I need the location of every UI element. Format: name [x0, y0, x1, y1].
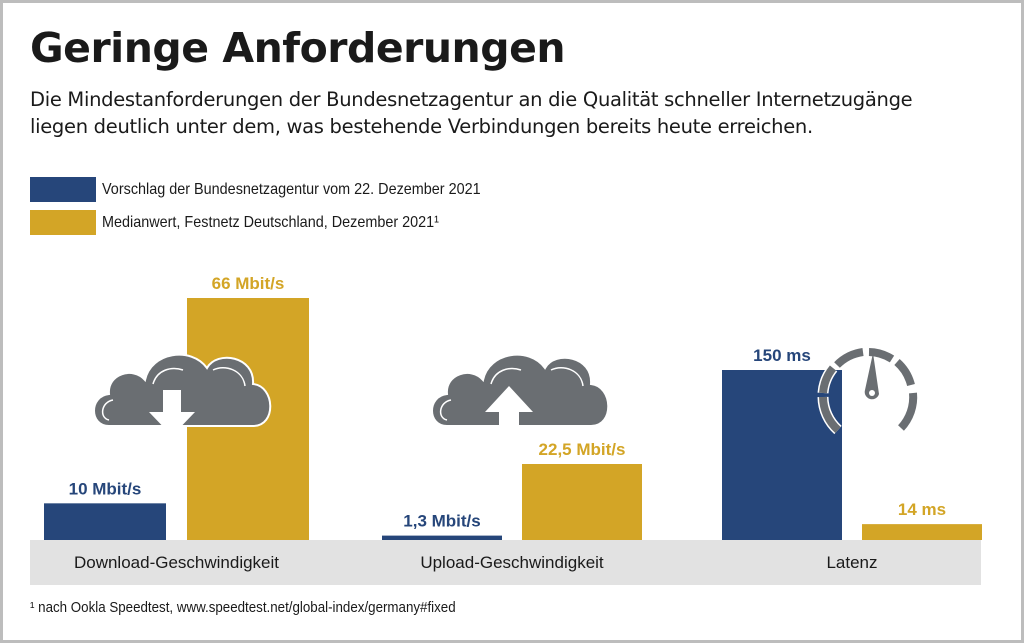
category-band: [30, 540, 981, 585]
data-label-median-0: 66 Mbit/s: [212, 274, 285, 293]
bar-proposal-1: [382, 535, 502, 540]
legend-item-median: Medianwert, Festnetz Deutschland, Dezemb…: [30, 210, 476, 235]
legend-item-proposal: Vorschlag der Bundesnetzagentur vom 22. …: [30, 177, 523, 202]
footnote: ¹ nach Ookla Speedtest, www.speedtest.ne…: [30, 600, 456, 616]
data-label-proposal-0: 10 Mbit/s: [69, 479, 142, 498]
category-label-0: Download-Geschwindigkeit: [74, 553, 279, 572]
legend-swatch-median: [30, 210, 96, 235]
legend-label-median: Medianwert, Festnetz Deutschland, Dezemb…: [102, 213, 439, 231]
chart-subtitle: Die Mindestanforderungen der Bundesnetza…: [30, 86, 990, 140]
cloud-download-icon: [93, 353, 272, 436]
legend-label-proposal: Vorschlag der Bundesnetzagentur vom 22. …: [102, 180, 481, 198]
subtitle-line-1: Die Mindestanforderungen der Bundesnetza…: [30, 88, 913, 111]
category-label-2: Latenz: [826, 553, 877, 572]
subtitle-line-2: liegen deutlich unter dem, was bestehend…: [30, 115, 813, 138]
data-label-proposal-2: 150 ms: [753, 346, 811, 365]
legend-swatch-proposal: [30, 177, 96, 202]
bar-median-2: [862, 524, 982, 540]
chart-title: Geringe Anforderungen: [30, 24, 566, 72]
data-label-median-2: 14 ms: [898, 500, 946, 519]
bar-proposal-2: [722, 370, 842, 540]
data-label-median-1: 22,5 Mbit/s: [539, 440, 626, 459]
bar-median-1: [522, 464, 642, 540]
bar-proposal-0: [44, 503, 166, 540]
data-label-proposal-1: 1,3 Mbit/s: [403, 512, 480, 531]
category-label-1: Upload-Geschwindigkeit: [420, 553, 604, 572]
cloud-upload-icon: [431, 353, 610, 436]
speedometer-icon: [817, 348, 918, 435]
